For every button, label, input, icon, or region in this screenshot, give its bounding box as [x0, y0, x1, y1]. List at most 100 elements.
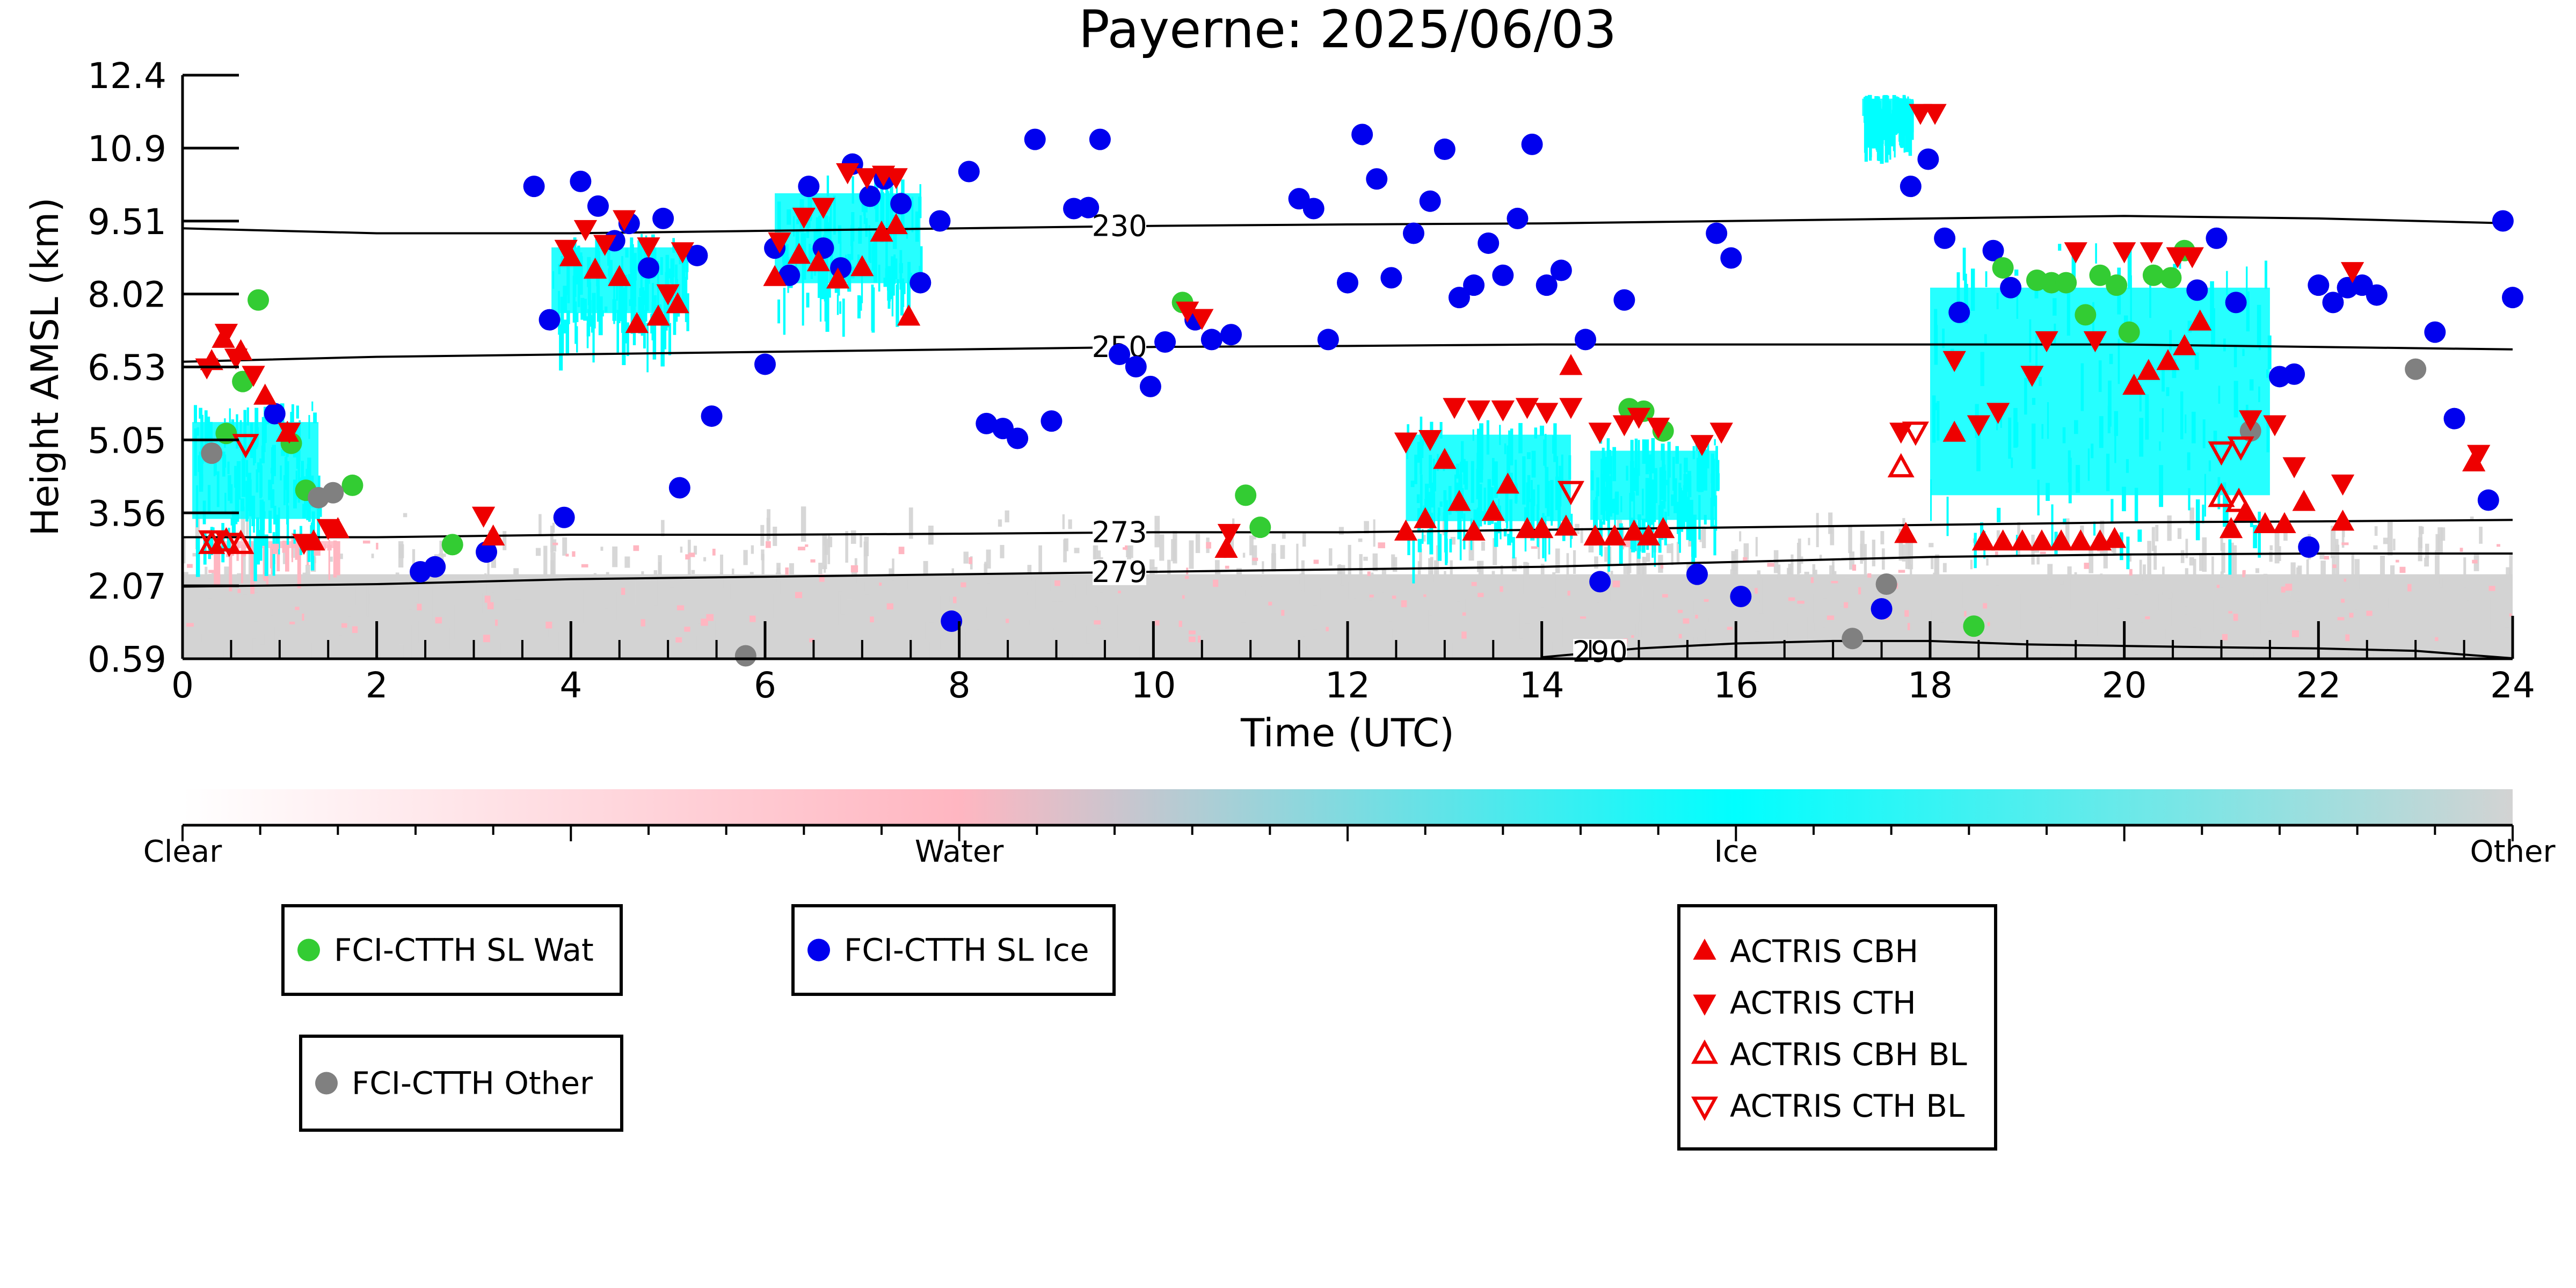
ice-class-pixel — [1667, 475, 1670, 516]
x-tick-label: 10 — [1131, 665, 1176, 706]
ice-class-pixel — [825, 286, 829, 332]
actris-cbh-bl-point — [1887, 453, 1915, 478]
ice-class-pixel — [2202, 419, 2206, 448]
fci-ctth-sl-ice-point — [1139, 375, 1161, 397]
other-class-pixel — [773, 526, 777, 546]
fci-ctth-sl-ice-point — [1402, 222, 1424, 244]
ice-class-pixel — [261, 445, 265, 463]
fci-ctth-sl-ice-point — [1706, 222, 1728, 244]
other-class-pixel — [2444, 587, 2449, 595]
ice-class-pixel — [1864, 118, 1868, 162]
ice-class-pixel — [1602, 453, 1606, 491]
other-class-pixel — [1456, 601, 1460, 623]
fci-ctth-sl-ice-point — [1109, 344, 1131, 366]
ice-class-pixel — [2062, 427, 2066, 443]
actris-cbh-point — [1559, 354, 1583, 375]
other-class-pixel — [614, 591, 617, 620]
other-class-pixel — [1634, 622, 1639, 643]
ice-class-pixel — [1417, 441, 1421, 463]
other-class-pixel — [1588, 539, 1594, 552]
other-class-pixel — [851, 570, 857, 584]
other-class-pixel — [552, 522, 555, 533]
other-class-pixel — [2351, 553, 2354, 583]
water-class-pixel — [1213, 579, 1219, 587]
water-class-pixel — [1206, 542, 1211, 549]
actris-cth-bl-point — [1902, 421, 1929, 446]
other-class-pixel — [1541, 625, 1546, 657]
fci-ctth-sl-ice-point — [1448, 287, 1470, 309]
other-class-pixel — [2440, 527, 2446, 541]
water-class-pixel — [2345, 634, 2350, 642]
water-class-pixel — [1184, 576, 1189, 579]
other-class-pixel — [678, 648, 681, 659]
other-class-pixel — [1381, 592, 1385, 612]
ice-class-pixel — [1642, 439, 1646, 464]
other-class-pixel — [580, 648, 584, 659]
fci-ctth-sl-ice-point — [1871, 598, 1893, 620]
other-class-pixel — [1450, 643, 1453, 659]
other-class-pixel — [2159, 591, 2163, 595]
ice-class-pixel — [1537, 484, 1540, 511]
ice-class-pixel — [2126, 459, 2129, 473]
other-class-pixel — [482, 592, 485, 613]
other-class-pixel — [2065, 518, 2070, 548]
water-class-pixel — [341, 623, 347, 628]
other-class-pixel — [418, 620, 423, 643]
ice-class-pixel — [1649, 454, 1652, 499]
other-class-pixel — [355, 586, 358, 605]
other-class-pixel — [2266, 642, 2269, 659]
actris-cth-bl-point — [232, 434, 259, 459]
actris-cbh-point — [1942, 420, 1966, 442]
other-class-pixel — [280, 581, 285, 615]
fci-ctth-sl-ice-point — [2366, 284, 2388, 306]
ice-class-pixel — [1534, 427, 1538, 439]
x-axis-label: Time (UTC) — [1240, 710, 1454, 755]
water-class-pixel — [795, 592, 803, 599]
ice-class-pixel — [243, 410, 247, 456]
ice-class-pixel — [857, 295, 861, 319]
other-class-pixel — [2443, 647, 2447, 659]
ice-class-pixel — [1630, 533, 1634, 549]
other-class-pixel — [188, 583, 192, 605]
actris-cbh-point — [2253, 512, 2277, 534]
other-class-pixel — [1974, 648, 1978, 652]
water-class-pixel — [969, 557, 972, 564]
water-class-pixel — [1094, 620, 1101, 625]
actris-cth-bl-point — [2208, 441, 2235, 466]
actris-cbh-point — [1394, 519, 1418, 541]
water-class-pixel — [1695, 615, 1698, 619]
other-class-pixel — [2306, 621, 2310, 650]
ice-class-pixel — [796, 219, 799, 224]
ice-class-pixel — [1427, 529, 1431, 543]
water-class-pixel — [1462, 612, 1466, 616]
ice-class-pixel — [626, 322, 629, 356]
fci-ctth-sl-ice-point — [1007, 427, 1029, 449]
other-class-pixel — [1552, 642, 1556, 659]
ice-class-pixel — [2228, 539, 2232, 575]
actris-cth-point — [2467, 445, 2491, 466]
other-class-pixel — [1075, 631, 1079, 659]
other-class-pixel — [302, 572, 307, 590]
fci-ctth-other-point — [1875, 573, 1897, 595]
other-class-pixel — [558, 632, 562, 656]
ice-class-pixel — [828, 216, 832, 251]
water-class-pixel — [1252, 557, 1258, 561]
ice-class-pixel — [1689, 500, 1693, 541]
ice-class-pixel — [256, 469, 259, 493]
ice-class-pixel — [1464, 461, 1468, 490]
other-class-pixel — [1656, 639, 1661, 647]
other-class-pixel — [538, 656, 542, 659]
other-class-pixel — [441, 587, 445, 613]
other-class-pixel — [371, 554, 374, 558]
other-class-pixel — [1344, 581, 1349, 600]
water-class-pixel — [333, 540, 337, 578]
ice-class-pixel — [1414, 454, 1417, 484]
other-class-pixel — [1759, 613, 1764, 649]
other-class-pixel — [1481, 541, 1485, 551]
contour-label-bg — [1093, 519, 1147, 545]
other-class-pixel — [1784, 623, 1788, 638]
other-class-pixel — [1145, 578, 1148, 609]
ice-class-pixel — [595, 239, 598, 268]
water-class-pixel — [276, 540, 280, 572]
ice-class-pixel — [828, 288, 831, 298]
